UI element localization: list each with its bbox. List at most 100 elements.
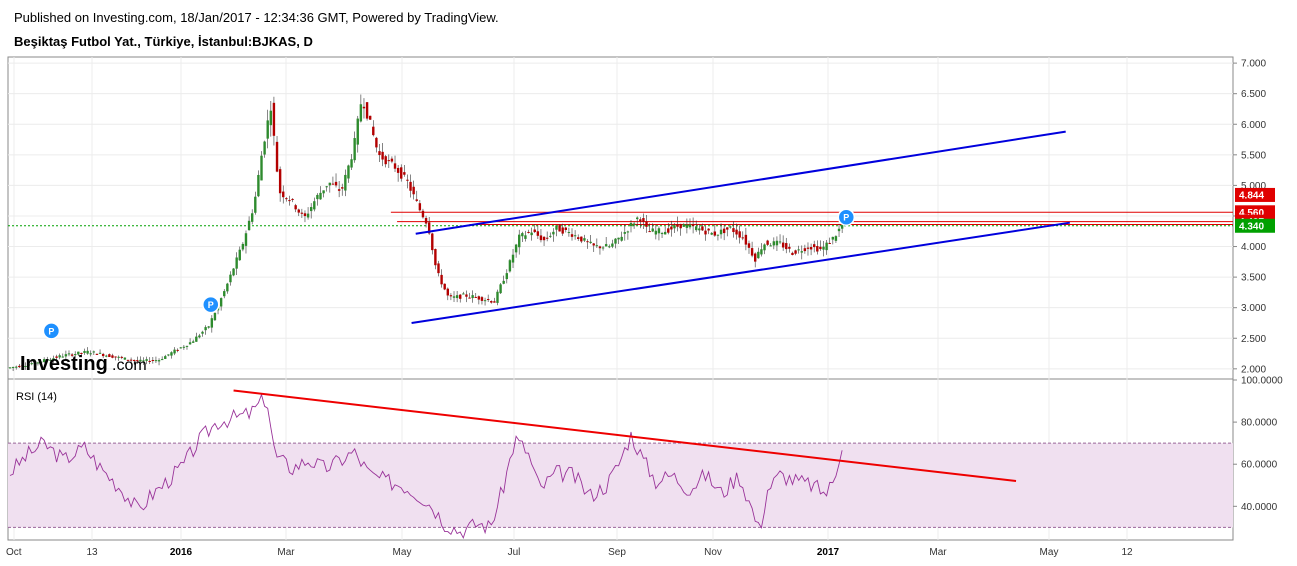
candle-body [210,318,214,328]
candle [291,198,294,203]
candle-body [154,360,158,362]
candle-body [620,236,623,241]
candle-body [198,335,201,338]
candle [353,131,356,163]
trend-channel [411,130,1070,324]
candle-body [750,248,754,256]
candle [306,207,310,220]
candle [46,356,49,363]
price-level-tag: 4.340 [1235,218,1275,233]
candle [691,217,695,234]
candle-body [601,247,605,249]
candle-body [769,245,772,247]
candle [70,353,74,358]
candle-body [589,241,592,244]
candle-body [98,352,102,354]
candle [98,349,102,354]
candle [462,291,465,295]
candle-body [825,242,828,251]
candle [511,249,515,268]
candle-body [657,228,661,234]
candle [741,231,744,241]
candle-body [577,237,580,239]
candle-body [682,224,685,227]
candle-body [670,226,673,230]
candle [750,241,754,258]
candle-body [660,233,664,235]
channel-line [411,221,1070,324]
candle-body [729,226,732,228]
candle-body [459,294,462,299]
candle-body [95,353,99,355]
candle-body [698,228,701,231]
candle-body [462,293,465,295]
candle [362,98,366,119]
candle-body [632,223,636,226]
candle-body [710,232,713,235]
candle-body [148,360,151,362]
candle [508,259,512,273]
candle [452,291,456,302]
candle [160,356,164,361]
candle [67,350,71,357]
candle [359,94,363,123]
candle-body [291,198,294,200]
candle [698,224,701,235]
candle-body [592,243,595,246]
candle-body [437,263,440,274]
candle-body [182,346,186,348]
price-tick-label: 4.000 [1241,242,1266,253]
candle [477,295,481,305]
candle [325,186,328,192]
candle-body [583,238,586,241]
candle [356,115,359,153]
candle [685,218,689,234]
candle-body [598,246,602,249]
x-tick-label: Mar [277,547,295,558]
candle [406,174,409,189]
candle [201,330,204,337]
candle [636,216,639,226]
candle [570,228,574,241]
axis-labels: 2.0002.5003.0003.5004.0004.5005.0005.500… [6,59,1283,558]
candle-body [18,365,21,368]
candle-body [514,244,518,253]
candle-body [648,231,651,233]
candle-body [580,236,583,242]
x-tick-label: 13 [86,547,98,558]
candle-body [331,183,335,185]
candle-body [74,354,77,356]
marker-label: P [208,300,214,310]
candle [601,246,605,251]
candle [809,243,813,256]
price-level-tag-label: 4.560 [1239,208,1264,219]
candle-body [757,251,760,259]
candle [502,275,505,285]
candle [598,245,602,255]
candle-body [775,240,779,246]
candle [676,216,679,232]
x-tick-label: 2016 [170,547,193,558]
candle [164,354,167,360]
x-tick-label: Sep [608,547,626,558]
candle [39,361,43,367]
candle [136,356,139,364]
candle [564,226,567,233]
candle [30,360,33,366]
candle [191,339,195,343]
candle [198,333,201,339]
candle [803,244,807,254]
candle-body [549,235,552,237]
rsi-tick-label: 40.0000 [1241,502,1278,513]
candle-body [111,355,114,358]
candle-body [465,294,468,297]
candle [80,352,83,358]
x-tick-label: May [393,547,412,558]
candle [52,355,55,363]
candle-body [561,227,564,234]
candle [769,243,772,247]
price-tick-label: 3.000 [1241,303,1266,314]
candle-body [393,163,397,169]
candle [145,356,148,365]
